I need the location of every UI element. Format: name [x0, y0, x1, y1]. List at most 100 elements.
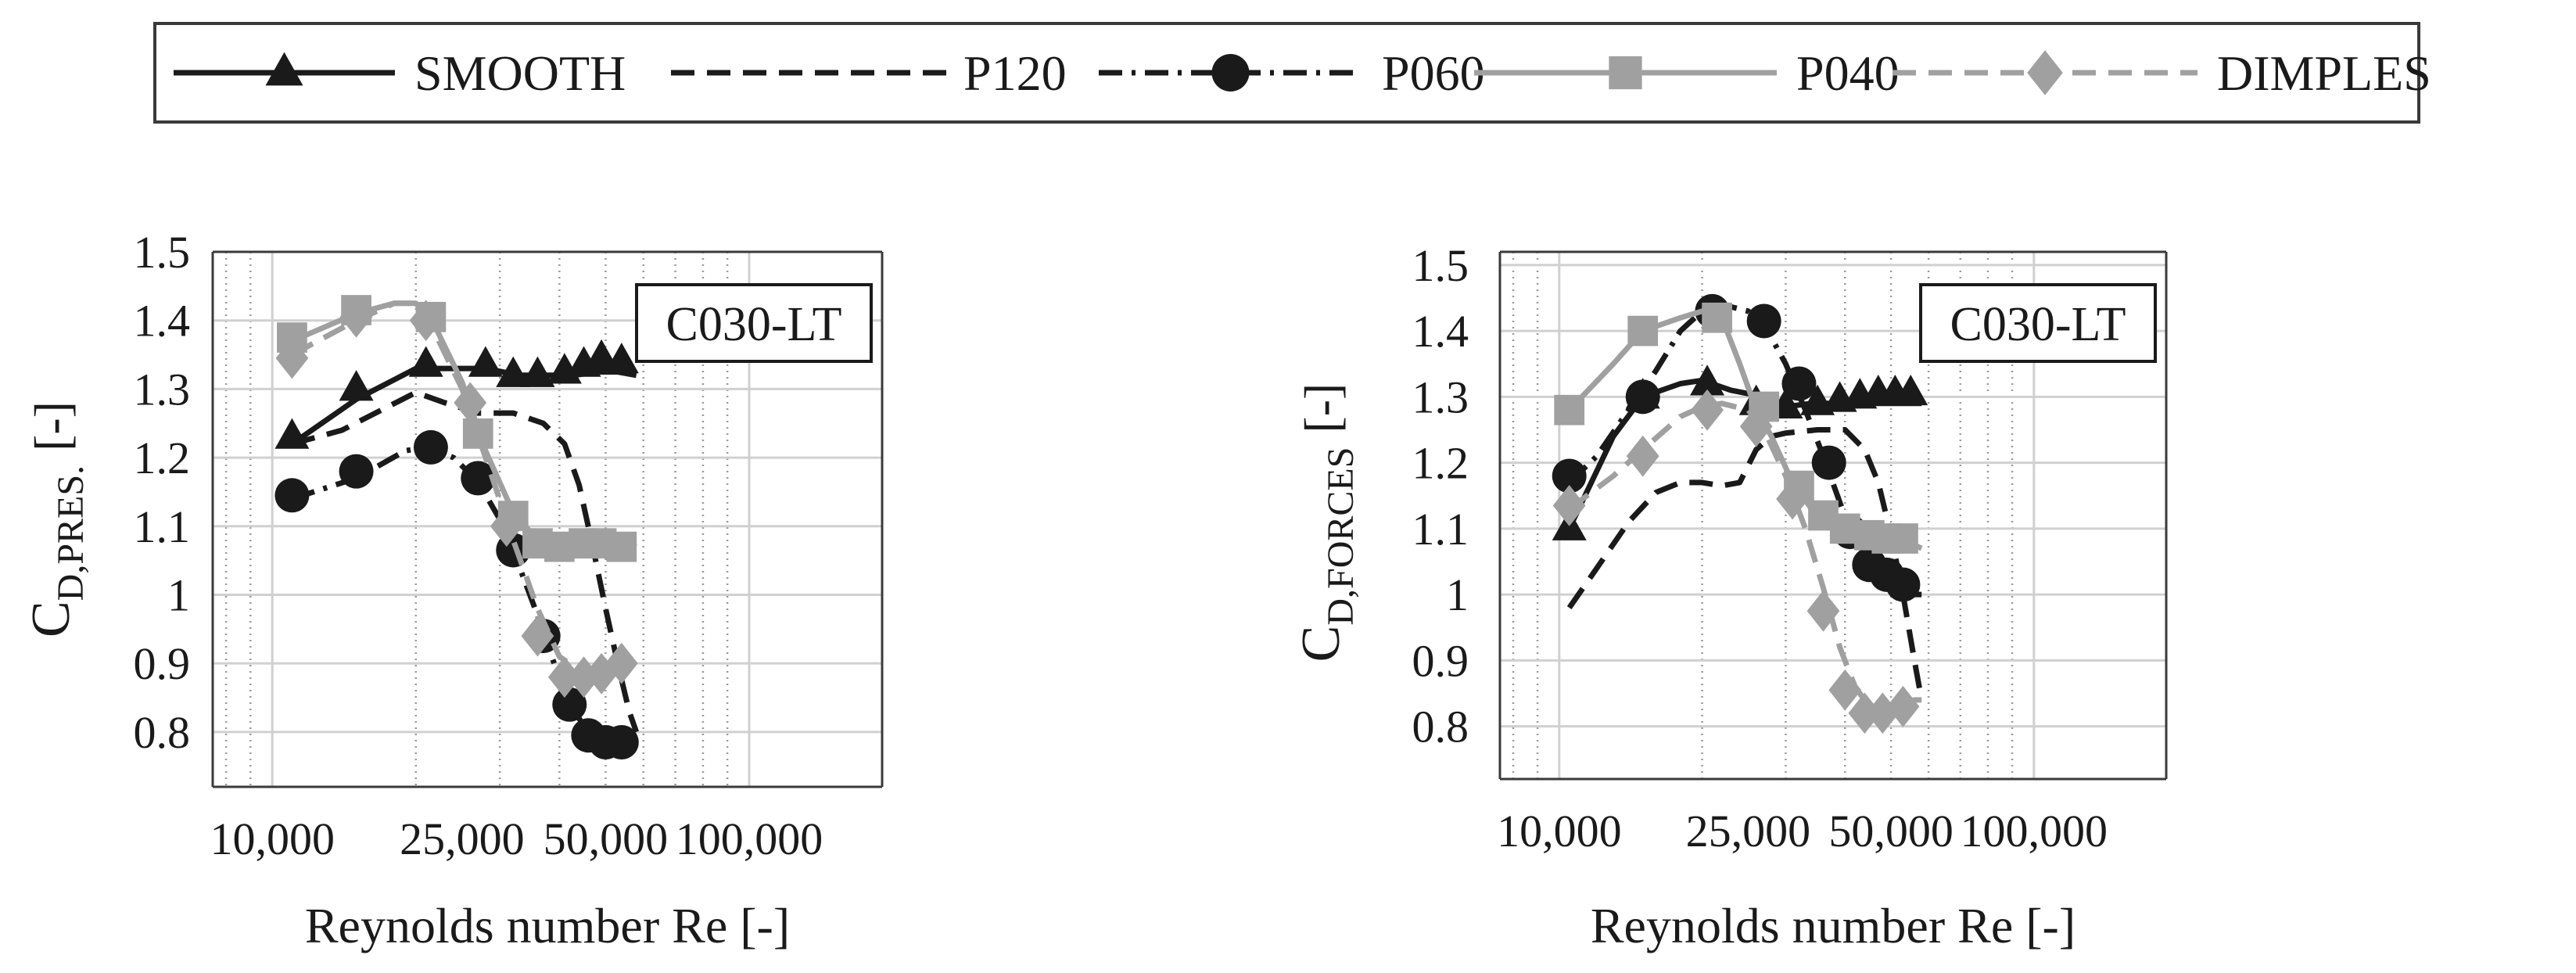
data-point-p060: [1781, 366, 1817, 401]
data-point-p060: [1552, 458, 1587, 494]
x-axis-label: Reynolds number Re [-]: [305, 898, 790, 953]
annotation-label: C030-LT: [666, 298, 841, 351]
data-point-p060: [1811, 445, 1846, 480]
data-point-p060: [1625, 379, 1660, 415]
data-point-p040: [462, 418, 493, 449]
y-axis-label-unit: [-]: [1294, 383, 1350, 433]
data-point-p060: [604, 725, 639, 759]
y-axis-label-unit: [-]: [24, 401, 80, 451]
y-tick-label: 1.2: [134, 433, 191, 483]
series-p060: [1552, 293, 1922, 602]
legend-label-dimples: DIMPLES: [2217, 45, 2431, 101]
data-point-dimples: [1626, 435, 1659, 477]
y-tick-label: 0.9: [1412, 635, 1469, 686]
data-point-p040: [1554, 394, 1585, 425]
legend-marker-smooth: [265, 52, 303, 86]
series-line-p120: [291, 390, 640, 733]
y-axis-label: CD,FORCES [-]: [1291, 383, 1362, 662]
data-point-p060: [1885, 567, 1921, 602]
y-tick-label: 1: [1446, 569, 1469, 620]
x-tick-label: 25,000: [400, 813, 525, 864]
data-point-dimples: [275, 337, 309, 379]
data-point-smooth: [496, 356, 531, 387]
data-point-dimples: [1739, 405, 1773, 447]
y-tick-label: 1.1: [1412, 504, 1469, 555]
y-axis-label-main: C: [1291, 626, 1351, 662]
data-point-p060: [461, 461, 496, 496]
legend-item-p040: P040: [1474, 45, 1900, 101]
y-tick-label: 1: [167, 569, 190, 620]
data-point-smooth: [1690, 364, 1725, 396]
legend-label-p060: P060: [1382, 45, 1485, 101]
data-point-smooth: [604, 343, 639, 374]
legend-item-p120: P120: [671, 45, 1067, 101]
y-tick-label: 1.5: [1412, 240, 1469, 291]
legend-item-smooth: SMOOTH: [174, 45, 626, 101]
data-point-smooth: [408, 346, 443, 377]
legend: SMOOTH P120 P060 P040 DIMPLES: [153, 22, 2431, 124]
data-point-dimples: [1691, 389, 1724, 431]
legend-entries: SMOOTH P120 P060 P040 DIMPLES: [174, 45, 2431, 101]
data-point-p060: [339, 454, 374, 489]
legend-label-p120: P120: [963, 45, 1067, 101]
legend-label-p040: P040: [1796, 45, 1900, 101]
series-line-dimples: [290, 300, 639, 677]
annotation-box: C030-LT: [1919, 283, 2157, 363]
annotation-frame: [635, 283, 873, 363]
data-point-dimples: [339, 296, 373, 338]
series-dimples: [275, 296, 639, 698]
x-tick-label: 25,000: [1686, 806, 1811, 856]
data-point-p060: [552, 687, 587, 722]
data-point-dimples: [490, 505, 523, 548]
data-point-dimples: [409, 300, 443, 342]
data-point-p040: [606, 531, 637, 562]
y-axis-label-main: C: [21, 601, 81, 637]
legend-marker-p040: [1609, 56, 1642, 90]
data-point-p060: [274, 478, 310, 513]
series-p040: [1554, 302, 1923, 554]
y-axis-label-subscript: D,FORCES: [1320, 447, 1362, 626]
y-tick-label: 1.1: [134, 501, 191, 552]
annotation-frame: [1919, 283, 2157, 363]
x-tick-label: 10,000: [1497, 806, 1622, 856]
legend-item-dimples: DIMPLES: [1893, 45, 2431, 101]
annotation-label: C030-LT: [1950, 298, 2126, 351]
series-dimples: [1552, 389, 1922, 734]
data-point-dimples: [1886, 685, 1920, 727]
data-point-smooth: [520, 356, 555, 387]
y-tick-label: 0.8: [134, 707, 191, 758]
data-point-p040: [1627, 315, 1659, 346]
y-axis-label-subscript: D,PRES.: [50, 465, 91, 601]
data-point-p040: [1702, 302, 1732, 333]
data-point-dimples: [1848, 692, 1882, 734]
data-point-smooth: [468, 346, 503, 377]
data-point-dimples: [1806, 590, 1840, 632]
y-tick-label: 0.9: [134, 638, 191, 689]
x-tick-label: 100,000: [1961, 806, 2108, 856]
data-point-dimples: [1552, 484, 1586, 526]
y-tick-label: 1.3: [134, 364, 191, 415]
data-point-dimples: [1776, 478, 1809, 520]
data-point-p060: [1746, 303, 1781, 339]
legend-label-smooth: SMOOTH: [414, 45, 626, 101]
data-point-smooth: [1893, 374, 1928, 406]
legend-item-p060: P060: [1099, 45, 1485, 101]
series-p120: [291, 390, 640, 733]
x-tick-label: 50,000: [544, 813, 669, 864]
data-point-p040: [1888, 523, 1918, 554]
data-point-dimples: [605, 642, 638, 684]
y-tick-label: 1.3: [1412, 372, 1469, 422]
y-tick-label: 0.8: [1412, 702, 1469, 752]
data-point-p060: [413, 429, 448, 465]
y-tick-label: 1.4: [1412, 306, 1469, 357]
y-tick-label: 1.2: [1412, 438, 1469, 489]
x-tick-label: 100,000: [676, 813, 823, 864]
data-point-smooth: [339, 370, 374, 401]
chart-right: 0.8 0.9 1 1.1 1.2 1.3 1.4 1.5 10,000 25,000 50,000…: [1291, 240, 2168, 953]
x-tick-label: 10,000: [210, 813, 335, 864]
x-tick-label: 50,000: [1828, 806, 1954, 856]
chart-left: 0.8 0.9 1 1.1 1.2 1.3 1.4 1.5 10,000 25,000 50,000…: [21, 227, 884, 953]
legend-marker-dimples: [2027, 50, 2063, 95]
data-point-smooth: [584, 339, 619, 370]
data-point-dimples: [547, 656, 581, 698]
